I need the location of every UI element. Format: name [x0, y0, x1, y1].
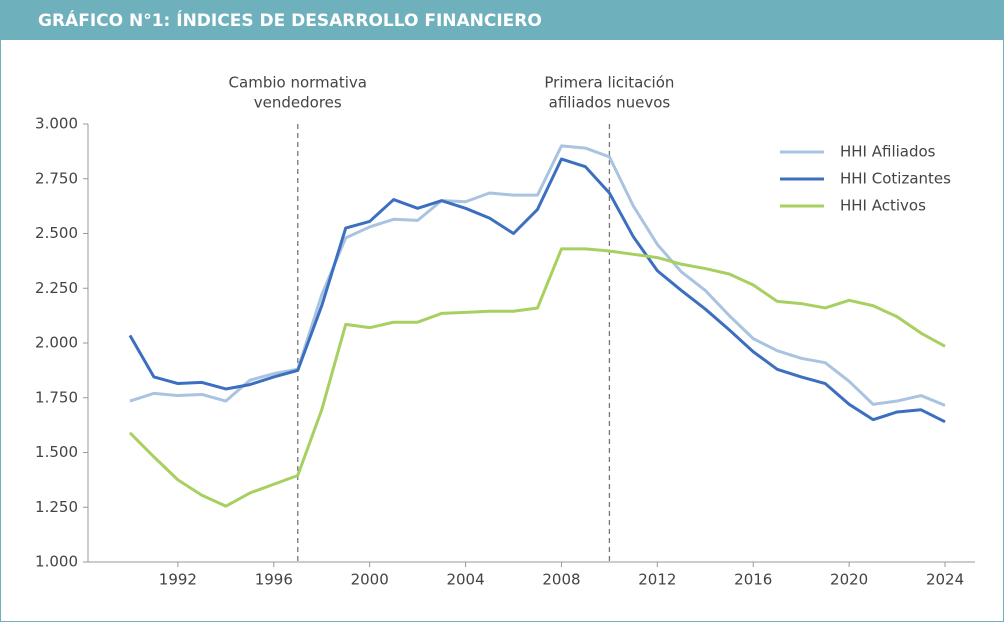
legend-label: HHI Activos	[840, 197, 926, 215]
y-tick-label: 2.000	[35, 334, 78, 352]
y-tick-label: 2.750	[35, 169, 78, 187]
annotation-text: Primera licitación	[544, 74, 674, 92]
chart-title: GRÁFICO N°1: ÍNDICES DE DESARROLLO FINAN…	[38, 9, 542, 31]
header-bar	[0, 0, 1004, 40]
x-tick-label: 1992	[159, 571, 197, 589]
series-line	[129, 144, 946, 407]
x-tick-label: 2012	[638, 571, 676, 589]
x-tick-label: 2024	[926, 571, 964, 589]
series-line	[128, 157, 946, 424]
annotation-text: Cambio normativa	[229, 74, 367, 92]
series-line	[128, 247, 946, 508]
y-tick-label: 1.750	[35, 388, 78, 406]
annotation-text: afiliados nuevos	[549, 94, 671, 112]
x-tick-label: 2016	[734, 571, 772, 589]
y-tick-label: 1.500	[35, 443, 78, 461]
x-tick-label: 2004	[446, 571, 484, 589]
x-tick-label: 2020	[830, 571, 868, 589]
y-tick-label: 1.000	[35, 553, 78, 571]
x-tick-label: 1996	[255, 571, 293, 589]
legend-label: HHI Cotizantes	[840, 170, 951, 188]
x-tick-label: 2008	[542, 571, 580, 589]
y-tick-label: 2.500	[35, 224, 78, 242]
y-tick-label: 2.250	[35, 279, 78, 297]
y-tick-label: 1.250	[35, 498, 78, 516]
x-tick-label: 2000	[351, 571, 389, 589]
y-tick-label: 3.000	[35, 115, 78, 133]
legend-label: HHI Afiliados	[840, 143, 936, 161]
annotation-text: vendedores	[254, 94, 342, 112]
